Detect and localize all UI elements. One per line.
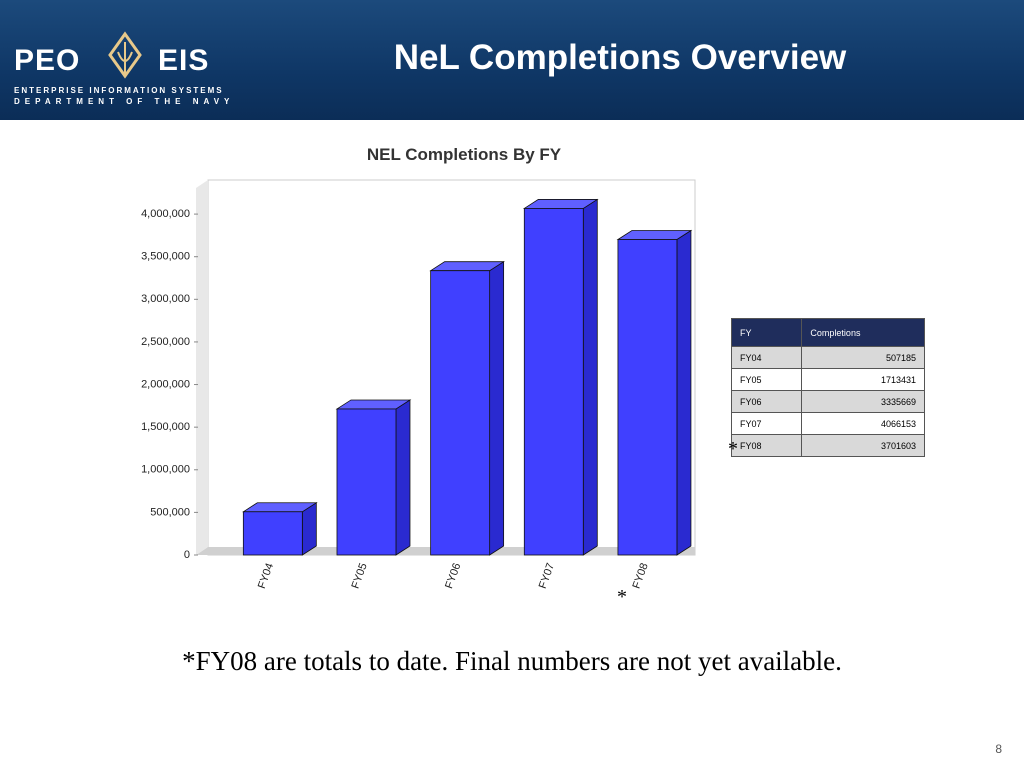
y-tick-label: 500,000 (150, 506, 190, 518)
y-tick-label: 0 (184, 549, 190, 561)
note-marker: * (617, 586, 627, 608)
chart-title: NEL Completions By FY (367, 145, 562, 164)
bar-side (395, 399, 411, 556)
table-cell: FY04 (730, 346, 803, 369)
bar (523, 208, 584, 556)
table-cell: 1713431 (801, 368, 925, 391)
chart: NEL Completions By FY 0 500,000 1,000,000 1… (141, 145, 696, 591)
y-tick-label: 1,000,000 (141, 464, 190, 476)
table-cell: 3701603 (801, 434, 925, 457)
bar (336, 408, 397, 556)
table-cell: FY06 (730, 390, 803, 413)
y-tick-label: 2,000,000 (141, 378, 190, 390)
table-cell: 4066153 (801, 412, 925, 435)
page-number: 8 (995, 742, 1002, 756)
x-tick-label: FY07 (537, 562, 557, 591)
table-cell: 3335669 (801, 390, 925, 413)
y-tick-label: 3,500,000 (141, 251, 190, 263)
y-tick-label: 4,000,000 (141, 208, 190, 220)
data-table: FY Completions FY04 507185 FY05 1713431 FY06 3… (730, 318, 925, 457)
table-row: FY08 3701603 (730, 434, 925, 457)
logo-text: PEO (14, 44, 81, 77)
bar-side (489, 260, 505, 556)
bar (617, 239, 678, 556)
table-header: Completions (801, 318, 925, 347)
x-tick-label: FY06 (443, 562, 463, 591)
table-row: FY07 4066153 (730, 412, 925, 435)
bar-side (582, 198, 598, 556)
plot-sidewall (196, 180, 208, 555)
note-marker: * (728, 438, 738, 460)
table-row: FY04 507185 (730, 346, 925, 369)
y-tick-label: 2,500,000 (141, 336, 190, 348)
bar (430, 270, 491, 556)
y-tick-label: 1,500,000 (141, 421, 190, 433)
x-tick-label: FY08 (630, 562, 650, 591)
table-header: FY (730, 318, 803, 347)
table-cell: 507185 (801, 346, 925, 369)
logo-subtitle: DEPARTMENT OF THE NAVY (14, 97, 235, 106)
logo-subtitle: ENTERPRISE INFORMATION SYSTEMS (14, 86, 224, 95)
logo-text: EIS (158, 44, 210, 77)
table-cell: FY07 (730, 412, 803, 435)
table-cell: FY05 (730, 368, 803, 391)
table-cell: FY08 (730, 434, 803, 457)
x-tick-label: FY05 (350, 562, 370, 591)
y-tick-label: 3,000,000 (141, 293, 190, 305)
x-tick-label: FY04 (256, 562, 276, 591)
table-row: FY05 1713431 (730, 368, 925, 391)
slide-title: NeL Completions Overview (393, 38, 847, 77)
logo-emblem (108, 31, 142, 79)
footnote: *FY08 are totals to date. Final numbers … (182, 646, 842, 676)
header-banner: PEO EIS ENTERPRISE INFORMATION SYSTEMS D… (0, 0, 1024, 120)
bar (242, 511, 303, 556)
table-row: FY06 3335669 (730, 390, 925, 413)
bar-side (676, 229, 692, 556)
